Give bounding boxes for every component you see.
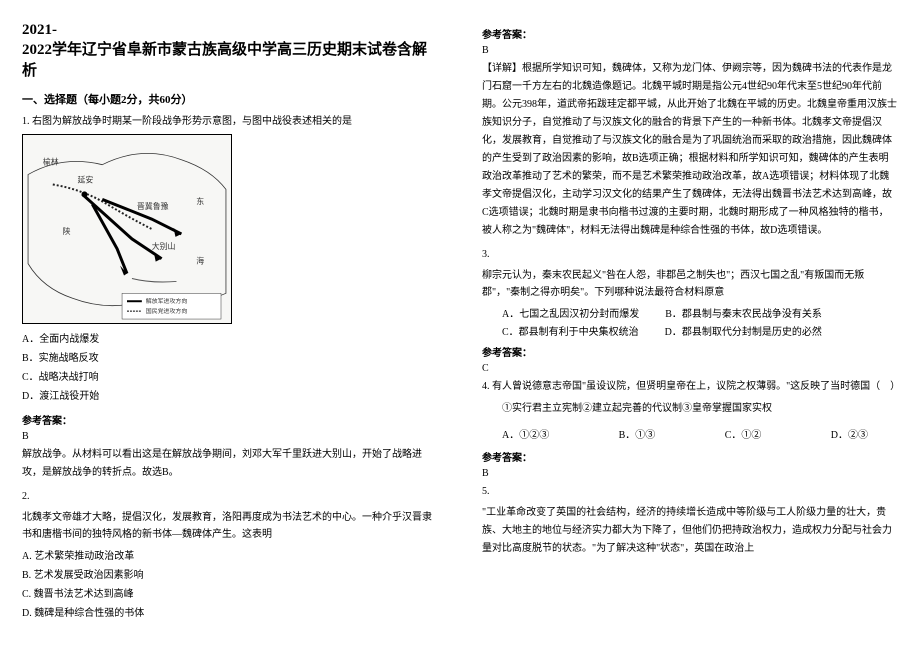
left-column: 2021- 2022学年辽宁省阜新市蒙古族高级中学高三历史期末试卷含解析 一、选… <box>0 0 460 651</box>
q1-opt-d: D．渡江战役开始 <box>22 387 438 406</box>
q4-opts: A．①②③ B．①③ C．①② D．②③ <box>482 426 898 441</box>
q1-answer-label: 参考答案： <box>22 412 438 427</box>
q3-answer: C <box>482 363 898 374</box>
doc-title: 2021- 2022学年辽宁省阜新市蒙古族高级中学高三历史期末试卷含解析 <box>22 20 438 81</box>
q2-answer: B <box>482 45 898 56</box>
title-year: 2021- <box>22 22 57 38</box>
svg-text:晋冀鲁豫: 晋冀鲁豫 <box>137 201 169 211</box>
q3-answer-label: 参考答案： <box>482 344 898 359</box>
q1-options: A．全面内战爆发 B．实施战略反攻 C．战略决战打响 D．渡江战役开始 <box>22 330 438 406</box>
q4-opt-a: A．①②③ <box>502 426 549 441</box>
q4-answer: B <box>482 468 898 479</box>
q2-opt-d: D. 魏碑是种综合性强的书体 <box>22 604 438 623</box>
q4-opt-b: B．①③ <box>619 426 656 441</box>
q3-opts-row1: A．七国之乱因汉初分封而爆发 B．郡县制与秦末农民战争没有关系 <box>482 305 898 320</box>
svg-text:大别山: 大别山 <box>152 241 176 251</box>
q3-opt-a: A．七国之乱因汉初分封而爆发 <box>502 305 639 320</box>
q2-opt-c: C. 魏晋书法艺术达到高峰 <box>22 585 438 604</box>
q1-map-figure: 榆林 延安 晋冀鲁豫 大别山 陕 东 海 解放军进攻方向 国民党进攻方向 <box>22 134 232 324</box>
q1-opt-c: C．战略决战打响 <box>22 368 438 387</box>
section-1-heading: 一、选择题（每小题2分，共60分） <box>22 91 438 107</box>
q3-opt-c: C．郡县制有利于中央集权统治 <box>502 323 639 338</box>
q5-num: 5. <box>482 483 898 500</box>
q2-answer-label: 参考答案： <box>482 26 898 41</box>
q4-answer-label: 参考答案： <box>482 449 898 464</box>
title-main: 2022学年辽宁省阜新市蒙古族高级中学高三历史期末试卷含解析 <box>22 42 427 78</box>
svg-text:东: 东 <box>196 196 204 206</box>
right-column: 参考答案： B 【详解】根据所学知识可知，魏碑体，又称为龙门体、伊阙宗等，因为魏… <box>460 0 920 651</box>
q2-opt-a: A. 艺术繁荣推动政治改革 <box>22 547 438 566</box>
q2-opt-b: B. 艺术发展受政治因素影响 <box>22 566 438 585</box>
q3-opt-d: D．郡县制取代分封制是历史的必然 <box>665 323 822 338</box>
svg-text:榆林: 榆林 <box>43 156 59 166</box>
q2-options: A. 艺术繁荣推动政治改革 B. 艺术发展受政治因素影响 C. 魏晋书法艺术达到… <box>22 547 438 623</box>
q3-stem: 柳宗元认为，秦末农民起义"咎在人怨，非郡邑之制失也"；西汉七国之乱"有叛国而无叛… <box>482 267 898 301</box>
q4-stem: 4. 有人曾说德意志帝国"虽设议院，但贤明皇帝在上，议院之权薄弱。"这反映了当时… <box>482 378 898 395</box>
q4-circles: ①实行君主立宪制②建立起完善的代议制③皇帝掌握国家实权 <box>482 399 898 418</box>
q1-answer: B <box>22 431 438 442</box>
q3-num: 3. <box>482 246 898 263</box>
q2-explain: 【详解】根据所学知识可知，魏碑体，又称为龙门体、伊阙宗等，因为魏碑书法的代表作是… <box>482 60 898 240</box>
q1-stem: 1. 右图为解放战争时期某一阶段战争形势示意图，与图中战役表述相关的是 <box>22 113 438 130</box>
q2-num: 2. <box>22 488 438 505</box>
svg-text:延安: 延安 <box>78 174 94 184</box>
q1-explain: 解放战争。从材料可以看出这是在解放战争期间，刘邓大军千里跃进大别山，开始了战略进… <box>22 446 438 482</box>
svg-text:解放军进攻方向: 解放军进攻方向 <box>146 297 188 305</box>
q1-opt-b: B．实施战略反攻 <box>22 349 438 368</box>
q5-text: "工业革命改变了英国的社会结构，经济的持续增长造成中等阶级与工人阶级力量的壮大，… <box>482 504 898 558</box>
svg-text:国民党进攻方向: 国民党进攻方向 <box>146 307 188 315</box>
svg-text:陕: 陕 <box>63 226 71 236</box>
q2-stem: 北魏孝文帝雄才大略，提倡汉化，发展教育，洛阳再度成为书法艺术的中心。一种介乎汉晋… <box>22 509 438 543</box>
q3-opts-row2: C．郡县制有利于中央集权统治 D．郡县制取代分封制是历史的必然 <box>482 323 898 338</box>
map-svg: 榆林 延安 晋冀鲁豫 大别山 陕 东 海 解放军进攻方向 国民党进攻方向 <box>23 135 231 323</box>
q3-opt-b: B．郡县制与秦末农民战争没有关系 <box>665 305 822 320</box>
q4-opt-d: D．②③ <box>831 426 868 441</box>
q4-opt-c: C．①② <box>725 426 762 441</box>
q1-opt-a: A．全面内战爆发 <box>22 330 438 349</box>
svg-text:海: 海 <box>196 255 204 265</box>
